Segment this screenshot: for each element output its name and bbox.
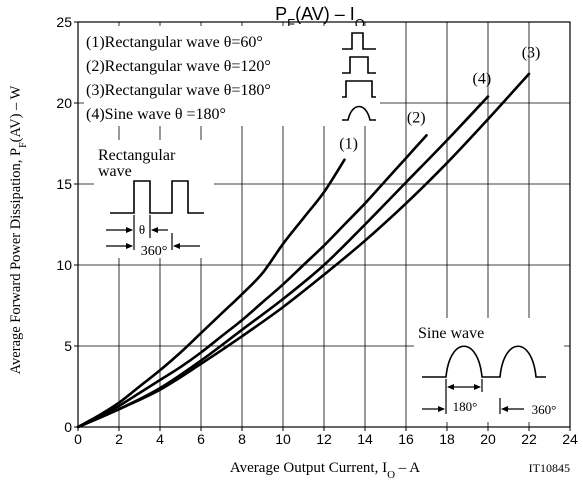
x-tick-label: 0	[74, 431, 82, 447]
sine-wave-inset: Sine wave 180° 360°	[414, 318, 564, 422]
rect-inset-waveform	[110, 180, 204, 214]
sine-inset-background	[414, 318, 564, 422]
x-tick-label: 14	[357, 431, 373, 447]
x-tick-label: 8	[238, 431, 246, 447]
series-lines	[76, 72, 531, 429]
series-line-1	[76, 158, 346, 429]
rect-wave-180-icon	[342, 80, 376, 98]
curve-label-2: (2)	[407, 109, 426, 126]
y-tick-label: 15	[56, 176, 72, 192]
rect-inset-arrowhead-period-right	[173, 243, 180, 249]
y-tick-label: 0	[64, 419, 72, 435]
x-tick-label: 20	[480, 431, 496, 447]
curve-labels: (1) (2) (4) (3)	[339, 45, 540, 153]
curve-label-1: (1)	[339, 135, 358, 152]
legend-background	[84, 26, 380, 126]
curve-label-3: (4)	[473, 71, 492, 88]
sine-inset-arrowhead-conduction-left	[447, 384, 454, 390]
legend-entry-1: (1)Rectangular wave θ=60°	[86, 34, 263, 51]
x-tick-label: 6	[197, 431, 205, 447]
rect-wave-60-icon	[342, 32, 376, 50]
x-tick-label: 16	[398, 431, 414, 447]
x-axis-label: Average Output Current, IO – A	[230, 460, 420, 481]
x-tick-label: 12	[316, 431, 332, 447]
rect-inset-arrowhead-period-left	[126, 243, 133, 249]
y-tick-label: 10	[56, 257, 72, 273]
legend-entry-3: (3)Rectangular wave θ=180°	[86, 82, 271, 99]
curve-label-4: (3)	[522, 45, 541, 62]
legend: (1)Rectangular wave θ=60° (2)Rectangular…	[84, 26, 380, 126]
rect-inset-title-line1: Rectangular	[98, 147, 176, 164]
x-tick-label: 10	[275, 431, 291, 447]
y-axis-label: Average Forward Power Dissipation, PF(AV…	[8, 85, 29, 374]
rect-inset-arrowhead-theta-left	[126, 227, 133, 233]
y-tick-label: 5	[64, 338, 72, 354]
sine-inset-arrowhead-period-left	[438, 406, 445, 412]
sine-inset-waveform	[422, 345, 546, 378]
rect-inset-title-line2: wave	[98, 163, 132, 180]
rect-inset-arrowhead-theta-right	[151, 227, 158, 233]
sine-wave-180-icon	[342, 105, 376, 121]
rect-inset-period-label: 360°	[141, 244, 168, 259]
legend-entry-4: (4)Sine wave θ =180°	[86, 106, 226, 123]
x-tick-label: 18	[439, 431, 455, 447]
rect-inset-background	[94, 140, 214, 258]
x-tick-label: 24	[562, 431, 578, 447]
x-tick-label: 4	[156, 431, 164, 447]
rectangular-wave-inset: Rectangular wave θ 360°	[94, 140, 214, 259]
legend-entry-2: (2)Rectangular wave θ=120°	[86, 58, 271, 75]
plot-frame	[77, 21, 571, 428]
x-tick-label: 22	[521, 431, 537, 447]
y-tick-label: 25	[56, 14, 72, 30]
sine-inset-arrowhead-conduction-right	[474, 384, 481, 390]
rect-wave-120-icon	[342, 56, 376, 74]
sine-inset-period-label: 360°	[532, 402, 557, 417]
figure-id: IT10845	[529, 461, 570, 475]
sine-inset-title: Sine wave	[418, 325, 484, 342]
x-tick-label: 2	[115, 431, 123, 447]
series-line-2	[76, 134, 428, 429]
sine-inset-conduction-label: 180°	[453, 399, 478, 414]
y-tick-label: 20	[56, 95, 72, 111]
series-line-4	[76, 95, 490, 429]
sine-inset-arrowhead-period-right	[501, 406, 508, 412]
rect-inset-theta-label: θ	[139, 222, 145, 237]
